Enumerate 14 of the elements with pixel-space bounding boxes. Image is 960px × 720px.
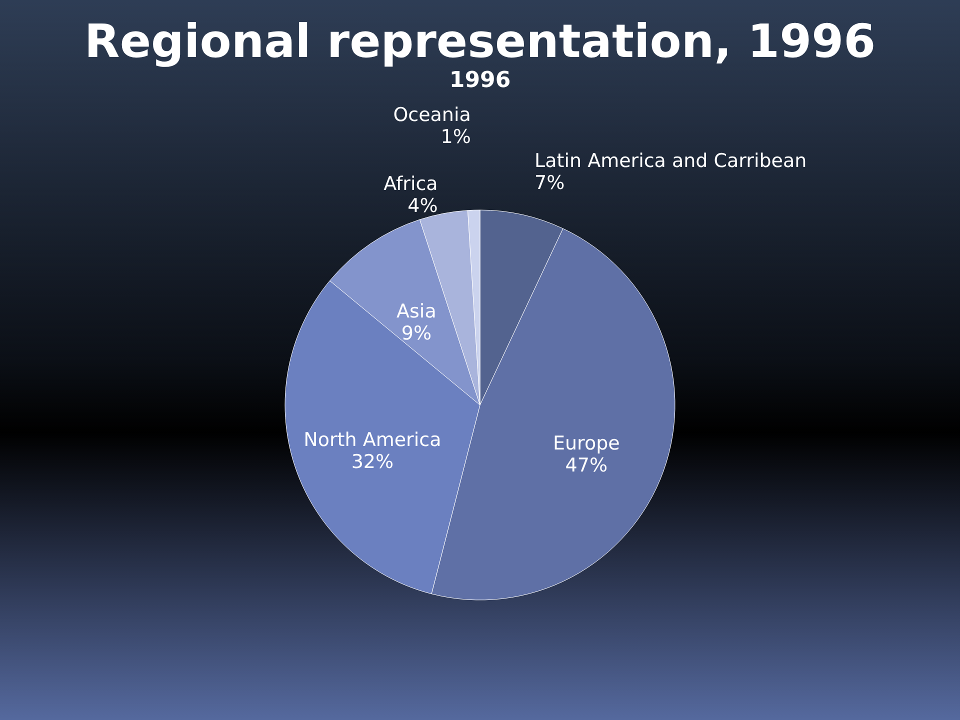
slice-label: North America <box>304 428 442 451</box>
data-label: 47% <box>565 454 608 476</box>
slice-label: Oceania <box>393 104 471 126</box>
slice-label: Europe <box>553 432 620 454</box>
slice-label: Africa <box>384 172 438 195</box>
data-label: 7% <box>534 172 565 194</box>
data-label: 4% <box>408 194 438 217</box>
chart-title: Regional representation, 1996 <box>84 14 876 68</box>
chart-subtitle: 1996 <box>449 68 511 94</box>
slice-label: Latin America and Carribean <box>534 150 807 172</box>
slice-label: Asia <box>396 300 436 322</box>
data-label: 32% <box>351 450 394 473</box>
data-label: 9% <box>401 322 432 344</box>
data-label: 1% <box>440 126 471 148</box>
